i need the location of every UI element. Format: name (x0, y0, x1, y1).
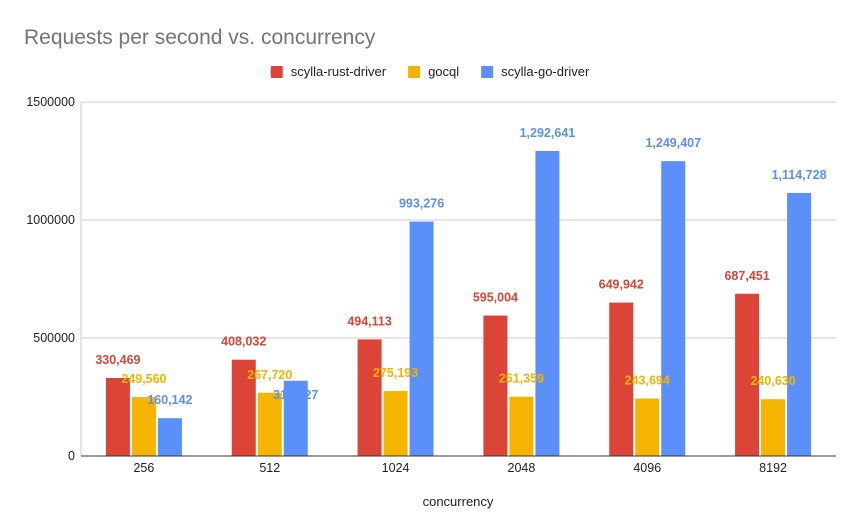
bar-scylla-rust-driver-512 (231, 359, 256, 456)
data-label-scylla-rust-driver-4096: 649,942 (599, 278, 644, 292)
legend-swatch-gocql (408, 66, 421, 78)
data-label-scylla-rust-driver-256: 330,469 (95, 353, 140, 367)
data-label-gocql-1024: 275,193 (373, 366, 418, 380)
gridlines (80, 101, 836, 456)
x-tick-label: 2048 (508, 461, 536, 475)
bar-scylla-rust-driver-1024 (357, 339, 382, 456)
legend-swatch-scylla-rust-driver (270, 66, 283, 78)
bar-scylla-rust-driver-4096 (609, 302, 634, 456)
bar-gocql-2048 (509, 396, 534, 456)
y-axis-ticks: 0 500000 1000000 1500000 (26, 95, 75, 463)
legend-label-scylla-rust-driver: scylla-rust-driver (291, 64, 387, 79)
x-tick-label: 8192 (759, 461, 787, 475)
x-axis-ticks: 256 512 1024 2048 4096 8192 (133, 461, 787, 475)
data-label-scylla-go-driver-1024: 993,276 (399, 197, 444, 211)
legend-label-scylla-go-driver: scylla-go-driver (501, 64, 590, 79)
data-label-scylla-rust-driver-512: 408,032 (221, 335, 266, 349)
data-label-scylla-go-driver-2048: 1,292,641 (520, 126, 576, 140)
bar-scylla-go-driver-256 (157, 418, 182, 456)
bar-scylla-rust-driver-2048 (483, 315, 508, 456)
x-tick-label: 512 (259, 461, 280, 475)
data-labels: 330,469 249,560 160,142 408,032 267,720 318,9… (95, 126, 826, 407)
bar-scylla-go-driver-1024 (409, 221, 434, 456)
data-label-gocql-8192: 240,630 (750, 374, 795, 388)
bar-scylla-rust-driver-8192 (735, 293, 760, 456)
x-tick-label: 1024 (382, 461, 410, 475)
data-label-scylla-go-driver-256: 160,142 (147, 393, 192, 407)
bar-gocql-1024 (383, 391, 408, 456)
bar-gocql-4096 (635, 398, 660, 456)
data-label-scylla-rust-driver-1024: 494,113 (347, 314, 392, 328)
data-label-gocql-2048: 251,359 (499, 372, 544, 386)
data-label-gocql-512: 267,720 (247, 368, 292, 382)
data-label-scylla-go-driver-512: 318,927 (273, 388, 318, 402)
bar-scylla-go-driver-4096 (661, 161, 686, 456)
y-tick-label: 1000000 (26, 213, 75, 227)
bar-gocql-256 (131, 397, 156, 456)
bar-scylla-rust-driver-256 (105, 378, 130, 456)
legend-label-gocql: gocql (428, 64, 459, 79)
legend-swatch-scylla-go-driver (481, 66, 494, 78)
bar-gocql-512 (257, 392, 282, 456)
data-label-scylla-go-driver-4096: 1,249,407 (645, 136, 701, 150)
x-axis-label: concurrency (423, 494, 494, 509)
bar-gocql-8192 (761, 399, 786, 456)
data-label-scylla-rust-driver-8192: 687,451 (724, 269, 769, 283)
bar-scylla-go-driver-2048 (535, 150, 560, 457)
data-label-gocql-256: 249,560 (121, 372, 166, 386)
x-tick-label: 256 (133, 461, 154, 475)
bar-scylla-go-driver-8192 (787, 192, 812, 456)
y-tick-label: 1500000 (26, 95, 75, 109)
y-tick-label: 500000 (33, 331, 75, 345)
data-label-scylla-rust-driver-2048: 595,004 (473, 291, 518, 305)
chart-title: Requests per second vs. concurrency (24, 26, 376, 49)
y-tick-label: 0 (68, 449, 75, 463)
x-tick-label: 4096 (633, 461, 661, 475)
data-label-gocql-4096: 243,694 (625, 373, 670, 387)
data-label-scylla-go-driver-8192: 1,114,728 (772, 168, 827, 182)
bars (105, 150, 812, 457)
bar-scylla-go-driver-512 (283, 380, 308, 456)
legend: scylla-rust-driver gocql scylla-go-driver (270, 64, 590, 79)
